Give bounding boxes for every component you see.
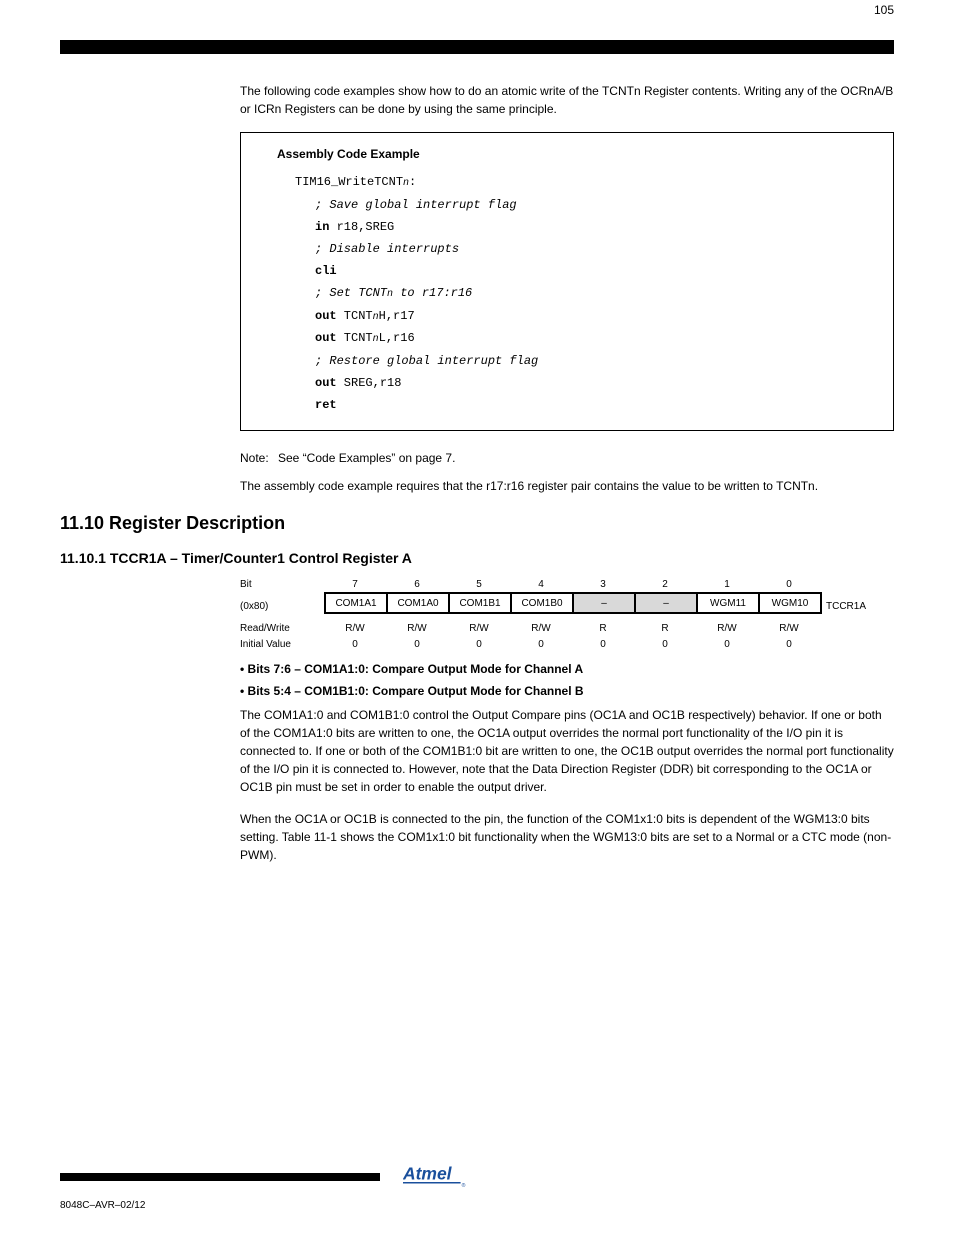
assembly-code-box: Assembly Code Example TIM16_WriteTCNTn:;… <box>240 132 894 431</box>
footer: Atmel ® <box>60 1160 894 1193</box>
bullet-title-a: • Bits 7:6 – COM1A1:0: Compare Output Mo… <box>240 662 894 676</box>
svg-text:®: ® <box>462 1182 466 1189</box>
reg-bit-cell: – <box>635 593 697 613</box>
init-label: Initial Value <box>240 636 324 652</box>
reg-bit-cell: COM1B1 <box>449 593 511 613</box>
reg-bit-cell: COM1B0 <box>511 593 573 613</box>
doc-code: 8048C–AVR–02/12 <box>60 1200 145 1211</box>
bit-num: 4 <box>510 576 572 592</box>
reg-addr: (0x80) <box>240 601 324 612</box>
bit-descriptions: • Bits 7:6 – COM1A1:0: Compare Output Mo… <box>240 662 894 864</box>
reg-bit-cell: COM1A0 <box>387 593 449 613</box>
footer-bar <box>60 1173 380 1181</box>
bit-num: 0 <box>758 576 820 592</box>
bit-label: Bit <box>240 576 324 592</box>
reg-bit-cell: WGM10 <box>759 593 821 613</box>
svg-text:Atmel: Atmel <box>403 1164 453 1184</box>
bit-num: 6 <box>386 576 448 592</box>
register-diagram: Bit 7 6 5 4 3 2 1 0 (0x80) COM1A1COM1A0C… <box>240 576 894 652</box>
bullet-para-1: The COM1A1:0 and COM1B1:0 control the Ou… <box>240 706 894 796</box>
bit-num: 1 <box>696 576 758 592</box>
bit-num: 7 <box>324 576 386 592</box>
reg-bit-cell: COM1A1 <box>325 593 387 613</box>
after-note-paragraph: The assembly code example requires that … <box>240 477 894 495</box>
note-body: See “Code Examples” on page 7. <box>278 451 455 465</box>
rw-label: Read/Write <box>240 620 324 636</box>
bit-num: 3 <box>572 576 634 592</box>
bullet-para-2: When the OC1A or OC1B is connected to th… <box>240 810 894 864</box>
reg-bit-cell: – <box>573 593 635 613</box>
register-name: TCCR1A <box>826 601 866 612</box>
codebox-title: Assembly Code Example <box>277 147 875 161</box>
section-heading: 11.10 Register Description <box>60 513 894 534</box>
page-number: 105 <box>874 3 894 17</box>
bit-num: 2 <box>634 576 696 592</box>
header-bar <box>60 40 894 54</box>
note-block: Note: See “Code Examples” on page 7. <box>240 449 894 467</box>
atmel-logo: Atmel ® <box>403 1160 475 1193</box>
subsection-heading: 11.10.1 TCCR1A – Timer/Counter1 Control … <box>60 550 894 566</box>
bullet-title-b: • Bits 5:4 – COM1B1:0: Compare Output Mo… <box>240 684 894 698</box>
note-label: Note: <box>240 449 278 467</box>
intro-paragraph: The following code examples show how to … <box>240 82 894 118</box>
bit-num: 5 <box>448 576 510 592</box>
reg-bit-cell: WGM11 <box>697 593 759 613</box>
